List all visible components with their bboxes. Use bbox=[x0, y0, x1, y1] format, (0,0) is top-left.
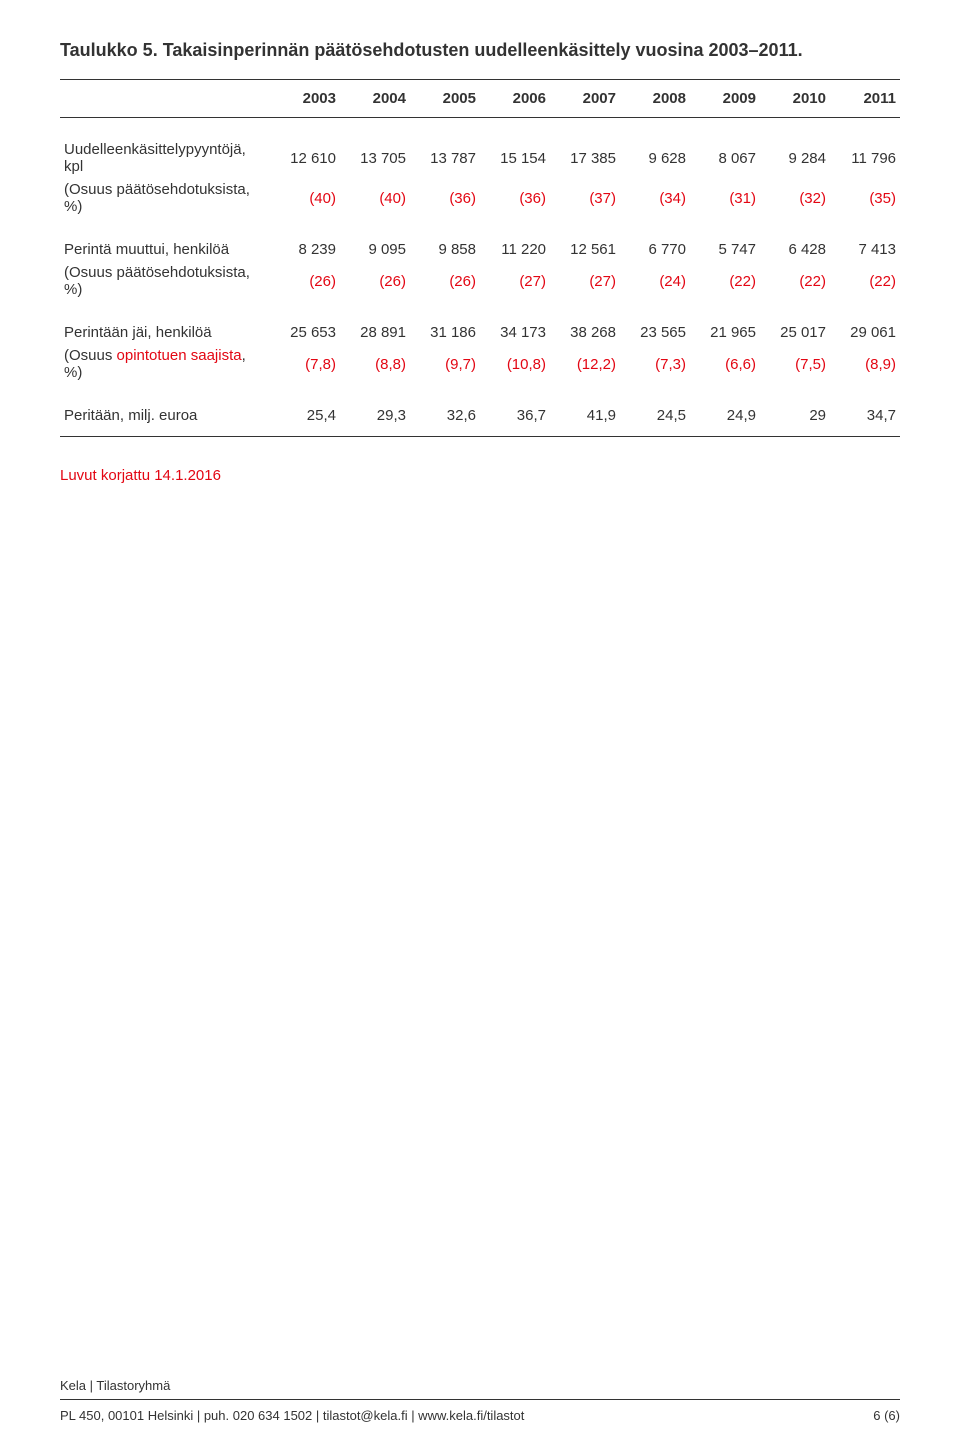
cell: 9 284 bbox=[760, 138, 830, 178]
year-header: 2010 bbox=[760, 80, 830, 118]
cell: (31) bbox=[690, 178, 760, 218]
year-header: 2005 bbox=[410, 80, 480, 118]
year-header: 2006 bbox=[480, 80, 550, 118]
page-number: 6 (6) bbox=[873, 1408, 900, 1423]
correction-note: Luvut korjattu 14.1.2016 bbox=[60, 467, 900, 484]
table-row: (Osuus opintotuen saajista, %) (7,8) (8,… bbox=[60, 344, 900, 384]
year-header: 2003 bbox=[270, 80, 340, 118]
cell: (8,8) bbox=[340, 344, 410, 384]
cell: (8,9) bbox=[830, 344, 900, 384]
row-label: Perintä muuttui, henkilöä bbox=[60, 238, 270, 261]
cell: 31 186 bbox=[410, 321, 480, 344]
cell: (10,8) bbox=[480, 344, 550, 384]
cell: (32) bbox=[760, 178, 830, 218]
year-header: 2011 bbox=[830, 80, 900, 118]
row-label: Peritään, milj. euroa bbox=[60, 404, 270, 437]
cell: (34) bbox=[620, 178, 690, 218]
cell: 29 061 bbox=[830, 321, 900, 344]
cell: (9,7) bbox=[410, 344, 480, 384]
cell: (26) bbox=[340, 261, 410, 301]
cell: 11 796 bbox=[830, 138, 900, 178]
cell: 34 173 bbox=[480, 321, 550, 344]
table-title: Taulukko 5. Takaisinperinnän päätösehdot… bbox=[60, 40, 900, 61]
cell: 7 413 bbox=[830, 238, 900, 261]
year-header: 2008 bbox=[620, 80, 690, 118]
data-table: 2003 2004 2005 2006 2007 2008 2009 2010 … bbox=[60, 79, 900, 437]
cell: 11 220 bbox=[480, 238, 550, 261]
table-row: (Osuus päätösehdotuksista, %) (26) (26) … bbox=[60, 261, 900, 301]
cell: (12,2) bbox=[550, 344, 620, 384]
cell: (27) bbox=[550, 261, 620, 301]
cell: (6,6) bbox=[690, 344, 760, 384]
cell: (7,8) bbox=[270, 344, 340, 384]
cell: 36,7 bbox=[480, 404, 550, 437]
label-red-part: opintotuen saajista bbox=[117, 347, 242, 364]
cell: 12 561 bbox=[550, 238, 620, 261]
row-label-mixed: (Osuus opintotuen saajista, %) bbox=[60, 344, 270, 384]
cell: (36) bbox=[410, 178, 480, 218]
cell: 29 bbox=[760, 404, 830, 437]
cell: 23 565 bbox=[620, 321, 690, 344]
footer: PL 450, 00101 Helsinki | puh. 020 634 15… bbox=[60, 1399, 900, 1423]
cell: 5 747 bbox=[690, 238, 760, 261]
cell: 24,5 bbox=[620, 404, 690, 437]
footer-address: PL 450, 00101 Helsinki | puh. 020 634 15… bbox=[60, 1408, 524, 1423]
cell: 24,9 bbox=[690, 404, 760, 437]
cell: 25 653 bbox=[270, 321, 340, 344]
table-row: Perintä muuttui, henkilöä 8 239 9 095 9 … bbox=[60, 238, 900, 261]
cell: (22) bbox=[690, 261, 760, 301]
row-label: (Osuus päätösehdotuksista, %) bbox=[60, 261, 270, 301]
cell: (40) bbox=[340, 178, 410, 218]
row-label: Uudelleenkäsittelypyyntöjä, kpl bbox=[60, 138, 270, 178]
year-header: 2009 bbox=[690, 80, 760, 118]
cell: (40) bbox=[270, 178, 340, 218]
cell: 13 705 bbox=[340, 138, 410, 178]
footer-org: Kela | Tilastoryhmä bbox=[60, 1378, 900, 1393]
cell: (26) bbox=[410, 261, 480, 301]
year-header: 2004 bbox=[340, 80, 410, 118]
cell: 17 385 bbox=[550, 138, 620, 178]
row-label: (Osuus päätösehdotuksista, %) bbox=[60, 178, 270, 218]
cell: (22) bbox=[830, 261, 900, 301]
cell: 41,9 bbox=[550, 404, 620, 437]
cell: (35) bbox=[830, 178, 900, 218]
header-row: 2003 2004 2005 2006 2007 2008 2009 2010 … bbox=[60, 80, 900, 118]
page: Taulukko 5. Takaisinperinnän päätösehdot… bbox=[0, 0, 960, 1453]
cell: (7,5) bbox=[760, 344, 830, 384]
cell: 9 858 bbox=[410, 238, 480, 261]
cell: 8 239 bbox=[270, 238, 340, 261]
header-blank bbox=[60, 80, 270, 118]
cell: 15 154 bbox=[480, 138, 550, 178]
row-label: Perintään jäi, henkilöä bbox=[60, 321, 270, 344]
table-row: Perintään jäi, henkilöä 25 653 28 891 31… bbox=[60, 321, 900, 344]
cell: 8 067 bbox=[690, 138, 760, 178]
cell: 13 787 bbox=[410, 138, 480, 178]
cell: 32,6 bbox=[410, 404, 480, 437]
table-row: Uudelleenkäsittelypyyntöjä, kpl 12 610 1… bbox=[60, 138, 900, 178]
cell: (7,3) bbox=[620, 344, 690, 384]
cell: 25 017 bbox=[760, 321, 830, 344]
cell: 28 891 bbox=[340, 321, 410, 344]
cell: 9 628 bbox=[620, 138, 690, 178]
year-header: 2007 bbox=[550, 80, 620, 118]
cell: 29,3 bbox=[340, 404, 410, 437]
cell: (26) bbox=[270, 261, 340, 301]
cell: 9 095 bbox=[340, 238, 410, 261]
cell: 38 268 bbox=[550, 321, 620, 344]
label-pre: (Osuus bbox=[64, 347, 117, 364]
cell: 34,7 bbox=[830, 404, 900, 437]
table-row: Peritään, milj. euroa 25,4 29,3 32,6 36,… bbox=[60, 404, 900, 437]
cell: 6 770 bbox=[620, 238, 690, 261]
cell: 6 428 bbox=[760, 238, 830, 261]
cell: (36) bbox=[480, 178, 550, 218]
cell: (27) bbox=[480, 261, 550, 301]
cell: 25,4 bbox=[270, 404, 340, 437]
cell: (37) bbox=[550, 178, 620, 218]
cell: (22) bbox=[760, 261, 830, 301]
cell: 12 610 bbox=[270, 138, 340, 178]
table-row: (Osuus päätösehdotuksista, %) (40) (40) … bbox=[60, 178, 900, 218]
cell: 21 965 bbox=[690, 321, 760, 344]
cell: (24) bbox=[620, 261, 690, 301]
